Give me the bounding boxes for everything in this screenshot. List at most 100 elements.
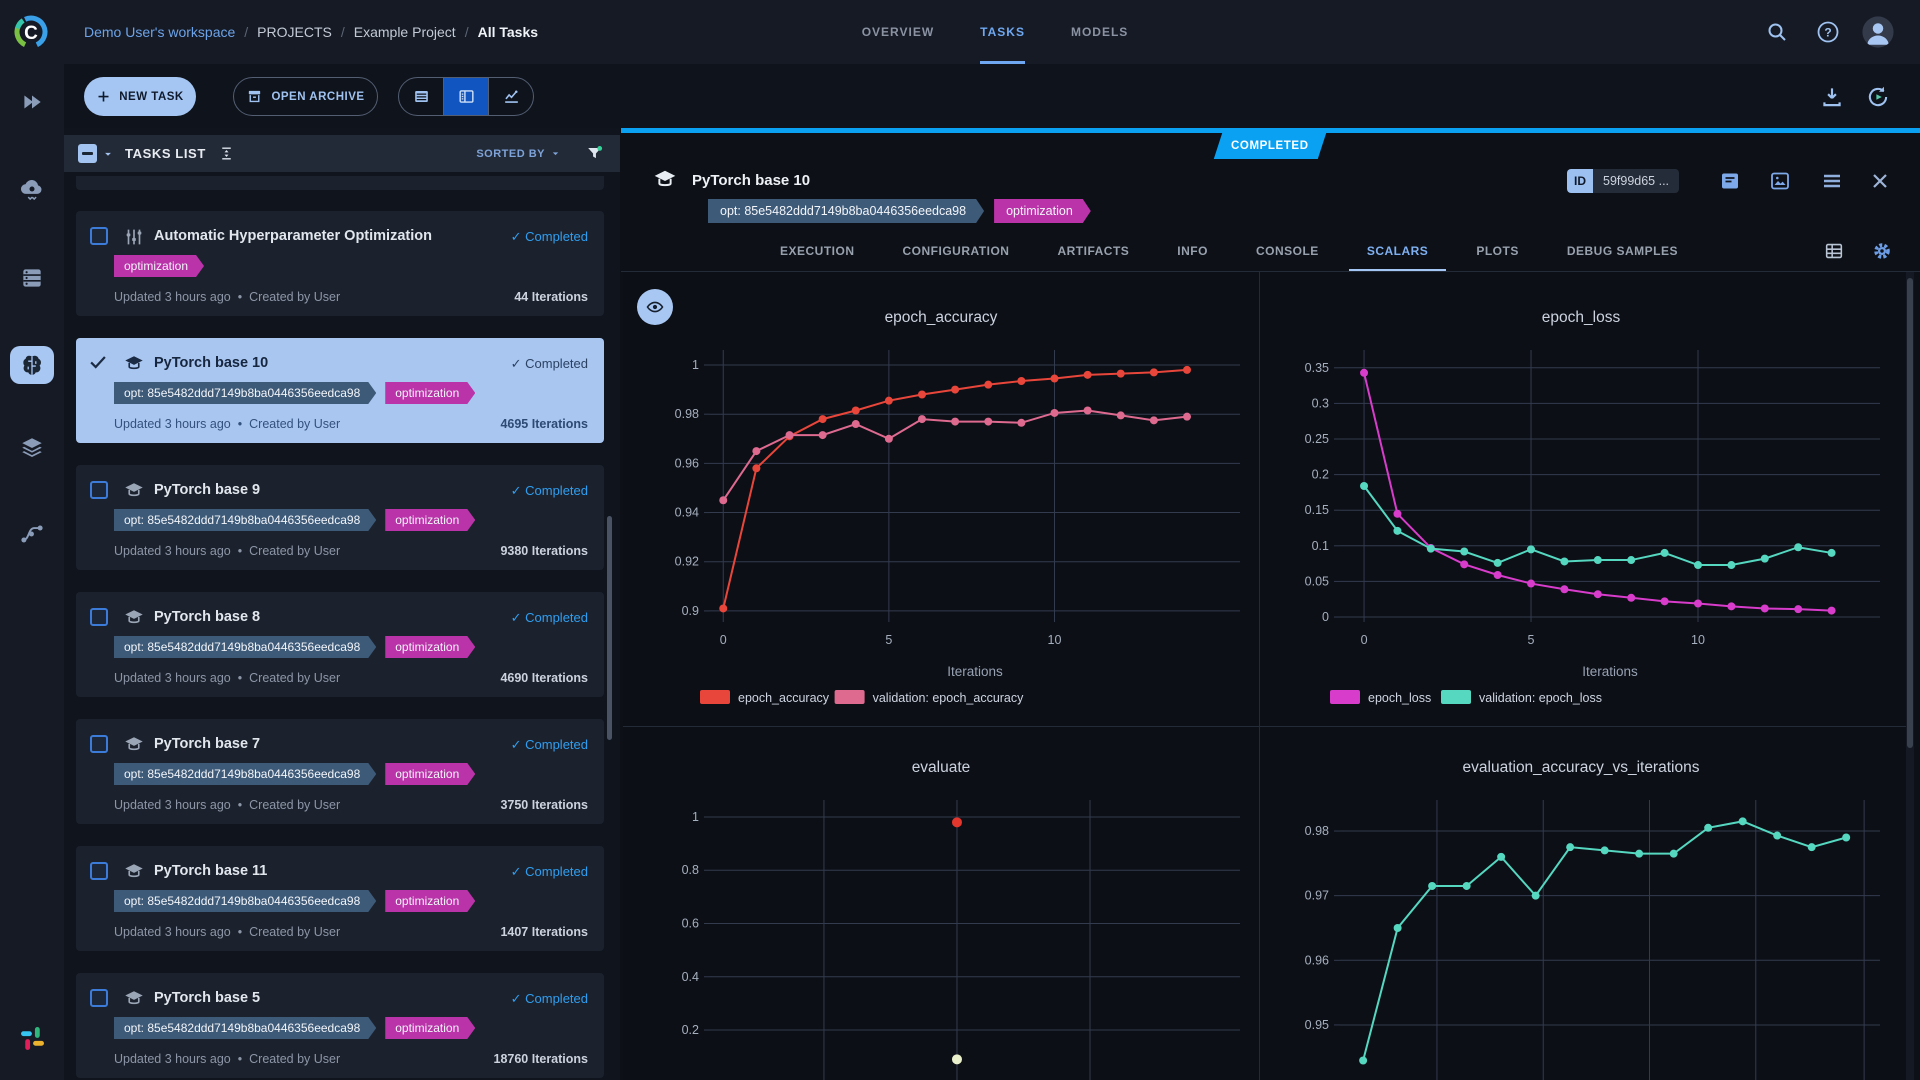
user-avatar[interactable] [1861,15,1895,49]
training-icon [123,734,145,756]
svg-text:epoch_accuracy: epoch_accuracy [738,691,830,705]
task-tag[interactable]: optimization [385,636,475,658]
sidebar-item-workers-queues[interactable] [10,259,54,297]
hide-plots-eye-button[interactable] [637,289,673,325]
task-card[interactable]: PyTorch base 7 ✓ Completed opt: 85e5482ddd… [76,719,604,824]
task-id-chip[interactable]: ID 59f99d65 ... [1567,169,1680,193]
task-updated: Updated 3 hours ago [114,671,231,685]
detail-tab-info[interactable]: INFO [1177,244,1208,258]
task-tag[interactable]: opt: 85e5482ddd7149b8ba0446356eedca98 [114,382,376,404]
chart-evaluate[interactable]: 1 0.8 0.6 0.4 0.2 evaluate [682,759,1240,1080]
breadcrumb-item[interactable]: PROJECTS [257,24,332,40]
download-icon[interactable] [1819,84,1845,110]
task-card[interactable]: PyTorch base 5 ✓ Completed opt: 85e5482ddd… [76,973,604,1078]
task-tag[interactable]: optimization [385,890,475,912]
detail-tab-artifacts[interactable]: ARTIFACTS [1057,244,1130,258]
detail-tab-debug-samples[interactable]: DEBUG SAMPLES [1566,244,1679,258]
task-tag[interactable]: opt: 85e5482ddd7149b8ba0446356eedca98 [114,1017,376,1039]
detail-tab-execution[interactable]: EXECUTION [780,244,855,258]
detail-scrollbar-thumb[interactable] [1907,278,1913,748]
scalar-charts-canvas[interactable]: 10.980.960.940.920.90 5 10epoch_accuracyIt… [623,272,1906,1080]
tab-tasks[interactable]: TASKS [980,0,1025,64]
chart-legend[interactable]: epoch_loss validation: epoch_loss [1330,690,1602,705]
task-card[interactable]: PyTorch base 8 ✓ Completed opt: 85e5482ddd… [76,592,604,697]
task-checkbox[interactable] [90,481,108,499]
task-tag[interactable]: opt: 85e5482ddd7149b8ba0446356eedca98 [114,509,376,531]
breadcrumb-item[interactable]: Example Project [353,24,456,40]
sorted-by-label[interactable]: SORTED BY [476,147,545,160]
task-status: ✓ Completed [510,483,588,498]
eye-icon [646,301,664,313]
sidebar-item-datasets[interactable] [10,429,54,467]
task-title: PyTorch base 9 [154,482,261,498]
metrics-table-icon[interactable] [1823,240,1845,262]
task-tag[interactable]: opt: 85e5482ddd7149b8ba0446356eedca98 [114,636,376,658]
select-all-checkbox[interactable] [78,144,97,163]
sidebar-item-cloud-services[interactable] [10,170,54,208]
sidebar-item-projects[interactable] [10,346,54,384]
close-icon[interactable] [1868,169,1892,193]
detail-tag[interactable]: optimization [994,199,1091,223]
task-tag[interactable]: opt: 85e5482ddd7149b8ba0446356eedca98 [114,890,376,912]
task-updated: Updated 3 hours ago [114,1052,231,1066]
meta-bullet: • [237,1052,243,1066]
chart-view-button[interactable] [488,78,533,115]
task-tag[interactable]: optimization [385,509,475,531]
task-created: Created by User [249,798,341,812]
task-cards: Automatic Hyperparameter Optimization ✓ C… [76,176,604,1080]
new-task-button[interactable]: NEW TASK [84,77,196,116]
detail-tab-scalars[interactable]: SCALARS [1348,232,1447,272]
open-archive-button[interactable]: OPEN ARCHIVE [233,77,378,116]
slack-icon[interactable] [18,1024,47,1053]
task-status: ✓ Completed [510,737,588,752]
detail-tag[interactable]: opt: 85e5482ddd7149b8ba0446356eedca98 [708,199,984,223]
detail-tab-console[interactable]: CONSOLE [1255,244,1319,258]
task-checkbox[interactable] [90,862,108,880]
svg-text:evaluate: evaluate [912,759,971,776]
help-icon[interactable]: ? [1816,20,1840,44]
auto-refresh-icon[interactable] [1865,84,1891,110]
svg-text:5: 5 [1528,633,1535,647]
collapse-expand-icon[interactable] [218,145,235,162]
task-tag[interactable]: optimization [385,382,475,404]
task-checkbox[interactable] [90,227,108,245]
split-view-button[interactable] [443,78,488,115]
filter-icon[interactable] [585,144,604,163]
chart-epoch_loss[interactable]: 0.35 0.3 0.25 0.2 0.15 0.1 0.05 0 0 5 10 epoch_loss… [1305,309,1880,705]
task-tag[interactable]: opt: 85e5482ddd7149b8ba0446356eedca98 [114,763,376,785]
detail-tab-plots[interactable]: PLOTS [1476,244,1519,258]
chart-epoch_accuracy[interactable]: 1 0.98 0.96 0.94 0.92 0.9 0 5 10 epoch_accuracy It… [675,309,1240,705]
task-card[interactable]: Automatic Hyperparameter Optimization ✓ C… [76,211,604,316]
tab-overview[interactable]: OVERVIEW [861,25,935,39]
select-dropdown-caret-icon[interactable] [101,147,115,161]
clearml-logo[interactable]: C [11,12,51,52]
breadcrumb-item[interactable]: All Tasks [477,24,539,40]
task-card[interactable]: PyTorch base 9 ✓ Completed opt: 85e5482ddd… [76,465,604,570]
menu-icon[interactable] [1820,169,1844,193]
table-view-button[interactable] [399,78,443,115]
task-card[interactable]: PyTorch base 11 ✓ Completed opt: 85e5482dd… [76,846,604,951]
task-meta: Updated 3 hours ago • Created by User [114,417,340,431]
sorted-by-caret-icon[interactable] [549,147,562,160]
task-checkbox[interactable] [90,989,108,1007]
task-card[interactable]: PyTorch base 10 ✓ Completed opt: 85e5482dd… [76,338,604,443]
task-checkbox[interactable] [90,735,108,753]
detail-tab-configuration[interactable]: CONFIGURATION [902,244,1010,258]
task-tag[interactable]: optimization [114,255,204,277]
chart-evaluation_accuracy_vs_iterations[interactable]: 0.98 0.97 0.96 0.95 evaluation_accuracy_vs_i… [1305,759,1880,1080]
sidebar-item-getting-started[interactable] [10,83,54,121]
tab-models[interactable]: MODELS [1070,25,1129,39]
chart-legend[interactable]: epoch_accuracy validation: epoch_accuracy [700,690,1024,705]
breadcrumb-item[interactable]: Demo User's workspace [84,24,236,40]
task-checkbox[interactable] [90,608,108,626]
search-icon[interactable] [1765,20,1789,44]
task-list-scrollbar[interactable] [607,516,612,740]
task-tag[interactable]: optimization [385,1017,475,1039]
sidebar-item-pipelines[interactable] [10,515,54,553]
svg-text:0.9: 0.9 [682,604,699,618]
pipelines-icon [19,521,45,547]
settings-gear-icon[interactable] [1871,240,1893,262]
task-tag[interactable]: optimization [385,763,475,785]
debug-image-icon[interactable] [1768,169,1792,193]
task-notes-icon[interactable] [1718,169,1742,193]
